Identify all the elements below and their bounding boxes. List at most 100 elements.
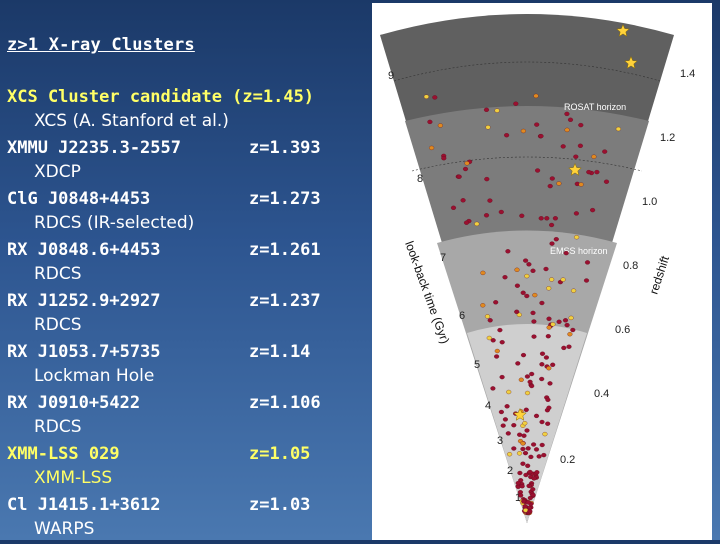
redshift-tick: 1.4: [680, 68, 695, 80]
cluster-source: RDCS: [34, 315, 82, 335]
slide-title: z>1 X-ray Clusters: [7, 35, 195, 55]
cluster-dot: [538, 133, 544, 139]
cluster-dot: [505, 249, 511, 254]
cluster-dot: [591, 154, 597, 159]
cluster-dot: [494, 108, 500, 113]
cluster-dot: [603, 179, 610, 184]
cluster-dot: [499, 340, 505, 345]
lookback-tick: 2: [507, 465, 513, 477]
cluster-redshift: z=1.393: [249, 138, 321, 158]
redshift-axis-label: redshift: [647, 254, 673, 296]
cluster-dot: [521, 499, 527, 504]
cluster-dot: [535, 168, 541, 173]
cluster-dot: [463, 220, 470, 225]
cluster-dot: [526, 483, 532, 489]
cluster-dot: [525, 500, 531, 505]
cluster-dot: [539, 419, 545, 425]
emss-horizon-label: EMSS horizon: [550, 246, 608, 256]
cluster-dot: [529, 371, 535, 377]
cluster-dot: [530, 492, 536, 498]
cluster-entry: XMMU J2235.3-2557 z=1.393 XDCP: [7, 136, 372, 184]
cluster-dot: [562, 318, 569, 323]
cluster-name: ClG J0848+4453: [7, 189, 151, 209]
cluster-source: RDCS (IR-selected): [34, 213, 195, 233]
cluster-redshift: z=1.05: [249, 444, 311, 464]
cluster-dot: [578, 182, 584, 187]
cluster-dot: [530, 487, 536, 492]
cluster-dot: [531, 476, 537, 481]
cluster-name: RX J0848.6+4453: [7, 240, 161, 260]
cluster-dot: [615, 126, 621, 132]
cluster-dot: [539, 300, 545, 306]
cluster-dot: [522, 450, 529, 456]
cluster-dot: [536, 454, 542, 459]
cluster-dot: [515, 480, 521, 486]
lookback-cone-svg: ROSAT horizon EMSS horizon 1 2 3 4 5 6 7…: [380, 14, 695, 523]
cluster-dot: [546, 405, 552, 410]
cluster-source: XCS (A. Stanford et al.): [34, 111, 229, 131]
cluster-dot: [545, 397, 551, 402]
cluster-dot: [484, 314, 491, 319]
rosat-horizon-label: ROSAT horizon: [564, 102, 626, 112]
cluster-dot: [549, 241, 555, 246]
cluster-dot: [464, 161, 470, 166]
cluster-dot: [550, 322, 556, 327]
cluster-dot: [539, 442, 545, 448]
cluster-dot: [525, 463, 531, 468]
cluster-dot: [527, 495, 533, 501]
cluster-dot: [490, 338, 496, 343]
cluster-dot: [523, 472, 529, 478]
cluster-dot: [441, 156, 447, 161]
cluster-dot: [533, 413, 540, 419]
cluster-entry: XCS Cluster candidate (z=1.45) XCS (A. S…: [7, 85, 372, 133]
lookback-tick: 4: [485, 400, 491, 412]
lookback-tick: 6: [459, 310, 465, 322]
redshift-tick: 0.8: [623, 260, 638, 272]
cluster-dot: [567, 117, 574, 122]
cluster-stars: [513, 23, 638, 421]
cluster-dot: [538, 216, 544, 221]
cluster-dot: [556, 181, 562, 186]
cluster-dot: [543, 266, 549, 272]
cluster-dot: [546, 325, 552, 330]
redshift-tick: 0.2: [560, 454, 575, 466]
cluster-dot: [564, 127, 570, 133]
cluster-dot: [500, 423, 506, 428]
cluster-dot: [542, 431, 548, 437]
cluster-redshift: z=1.237: [249, 291, 321, 311]
cluster-name: XCS Cluster candidate (z=1.45): [7, 87, 315, 107]
cluster-dot: [505, 431, 511, 436]
lookback-tick: 8: [417, 173, 423, 185]
lookback-tick: 7: [440, 252, 446, 264]
cluster-dot: [546, 316, 552, 321]
cluster-name: XMM-LSS 029: [7, 444, 120, 464]
cluster-dot: [499, 374, 505, 380]
cluster-dot: [527, 469, 533, 475]
cluster-dot: [533, 93, 539, 99]
cluster-dot: [530, 268, 536, 273]
cluster-dot: [545, 421, 551, 426]
cluster-dot: [520, 446, 526, 452]
cluster-dot: [522, 421, 528, 426]
cluster-dot: [526, 262, 532, 267]
star-icon: [616, 23, 630, 37]
cluster-dot: [487, 318, 493, 323]
cluster-dot: [556, 319, 562, 324]
cluster-dot: [539, 376, 545, 382]
cluster-dot: [546, 366, 552, 371]
cluster-dot: [533, 447, 540, 452]
cluster-entry: XMM-LSS 029 z=1.05 XMM-LSS: [7, 442, 372, 490]
cluster-dot: [523, 258, 529, 263]
cluster-dot: [561, 345, 567, 351]
cluster-dot: [567, 332, 573, 337]
cluster-dot: [539, 362, 545, 367]
cluster-dot: [516, 451, 523, 456]
cluster-dot: [552, 216, 558, 221]
cluster-dot: [516, 312, 522, 317]
cluster-dot: [514, 267, 520, 272]
cluster-list: XCS Cluster candidate (z=1.45) XCS (A. S…: [7, 85, 372, 544]
cluster-entry: RX J1252.9+2927 z=1.237 RDCS: [7, 289, 372, 337]
cluster-dot: [517, 470, 523, 476]
cluster-dot: [483, 107, 490, 112]
cluster-redshift: z=1.03: [249, 495, 311, 515]
